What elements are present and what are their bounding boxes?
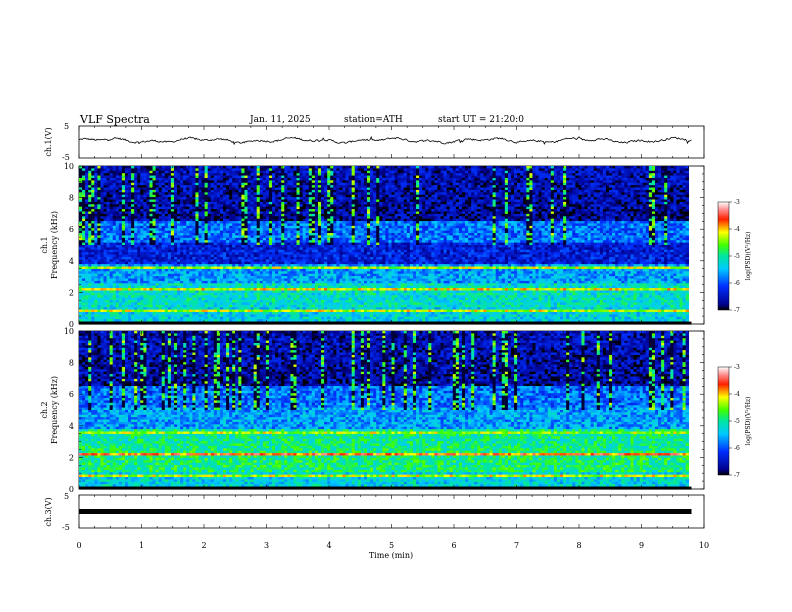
x-tick-label: 3 [264,541,269,550]
start-time-label: start UT = 21:20:0 [438,115,524,125]
y-tick-label: 4 [69,422,74,431]
y-tick-label: 10 [64,327,74,336]
x-tick-label: 5 [389,541,394,550]
ch1-waveform-trace [78,135,692,146]
ch1-ytick-top: 5 [64,122,69,131]
y-tick-label: 8 [69,194,74,203]
ch3-ytick-bottom: -5 [62,523,70,532]
y-tick-label: 2 [69,453,74,462]
colorbar-tick-label: -6 [734,280,740,287]
ch3-ytick-top: 5 [64,492,69,501]
ch2-colorbar: -3 -4 -5 -6 -7 log(PSD)(V²/Hz) [717,364,752,479]
spectrogram-floor-band [79,321,692,325]
ch2-spectrogram-image [79,331,692,490]
ch3-waveform-trace [79,509,692,514]
x-tick-label: 6 [451,541,456,550]
y-tick-label: 8 [69,359,74,368]
ch1-spec-ylabel-channel: ch.1 [40,236,49,253]
colorbar-tick-label: -7 [734,472,740,479]
colorbar-tick-label: -6 [734,445,740,452]
colorbar-tick-label: -5 [734,253,740,260]
ch2-spec-ylabel-channel: ch.2 [40,401,49,418]
ch1-spectrogram-panel: 0 2 4 6 8 10 ch.1 Frequency (kHz) [40,162,705,329]
colorbar-tick-label: -5 [734,418,740,425]
ch1-colorbar-label: log(PSD)(V²/Hz) [745,232,752,281]
x-tick-label: 9 [639,541,644,550]
date-label: Jan. 11, 2025 [250,115,311,125]
colorbar-tick-label: -4 [734,391,740,398]
y-tick-label: 2 [69,288,74,297]
ch1-spectrogram-image [79,166,692,325]
x-tick-label: 1 [139,541,144,550]
colorbar-tick-label: -7 [734,307,740,314]
ch2-colorbar-label: log(PSD)(V²/Hz) [745,397,752,446]
station-label: station=ATH [344,115,403,125]
y-tick-label: 4 [69,257,74,266]
plot-title: VLF Spectra [80,113,150,126]
ch1-colorbar: -3 -4 -5 -6 -7 log(PSD)(V²/Hz) [717,199,752,314]
ch2-spectrogram-panel: 0 2 4 6 8 10 ch.2 Frequency (kHz) [40,327,705,494]
y-tick-label: 6 [69,225,74,234]
colorbar-tick-label: -4 [734,226,740,233]
x-tick-label: 7 [514,541,519,550]
ch1-spec-ylabel-frequency: Frequency (kHz) [50,211,59,279]
x-axis-label: Time (min) [369,551,413,560]
x-tick-label: 0 [76,541,81,550]
x-tick-label: 10 [699,541,709,550]
y-tick-label: 6 [69,390,74,399]
y-tick-label: 10 [64,162,74,171]
ch1-ylabel: ch.1(V) [44,127,53,156]
x-tick-label: 4 [326,541,331,550]
colorbar-tick-label: -3 [734,199,740,206]
ch1-waveform-panel: 5 -5 ch.1(V) [44,122,705,162]
x-tick-label: 2 [201,541,206,550]
ch3-waveform-panel: 5 -5 ch.3(V) 0 1 2 3 4 5 6 7 8 9 10 Time (min) [44,492,709,560]
ch2-spec-ylabel-frequency: Frequency (kHz) [50,376,59,444]
colorbar-tick-label: -3 [734,364,740,371]
spectrogram-floor-band [79,486,692,490]
ch3-ylabel: ch.3(V) [44,497,53,526]
x-tick-label: 8 [576,541,581,550]
ch1-ytick-bottom: -5 [62,153,70,162]
y-tick-label: 0 [69,485,74,494]
y-tick-label: 0 [69,320,74,329]
